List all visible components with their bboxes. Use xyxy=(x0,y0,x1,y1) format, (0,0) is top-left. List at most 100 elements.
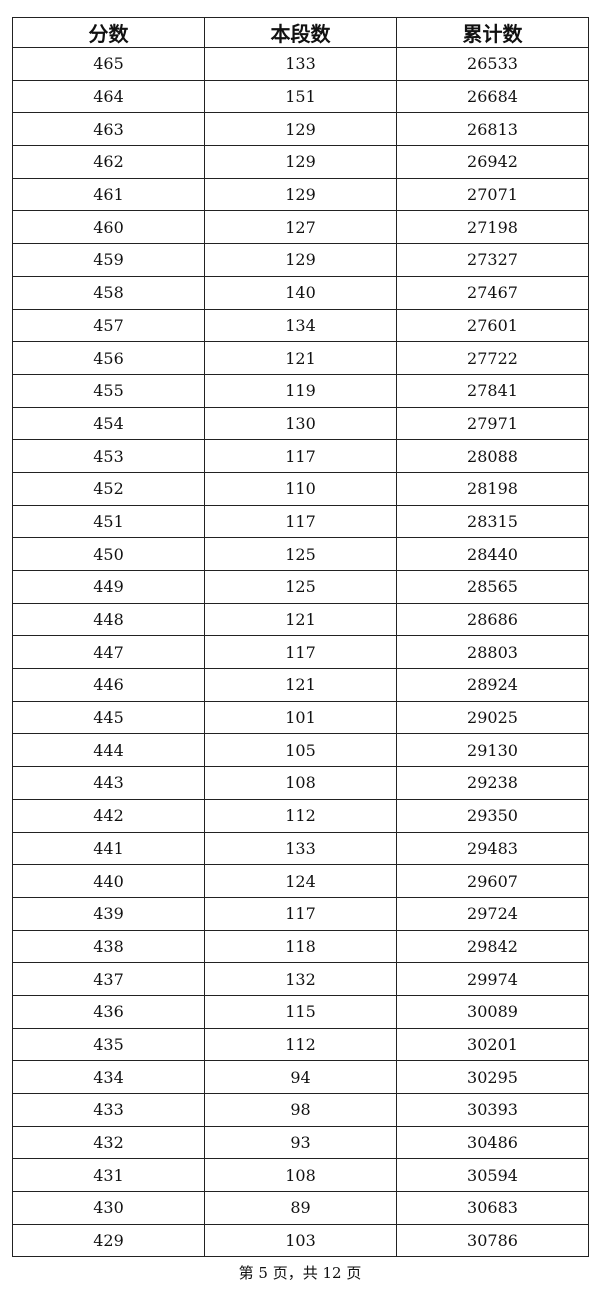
table-row: 456 121 27722 xyxy=(12,341,589,375)
cumulative-count-cell: 26684 xyxy=(396,79,589,114)
cumulative-count-cell: 29025 xyxy=(396,700,589,735)
cumulative-count-cell: 27971 xyxy=(396,406,589,441)
score-cell: 462 xyxy=(12,145,205,179)
score-cell: 447 xyxy=(12,635,205,670)
score-cell: 452 xyxy=(12,471,205,506)
table-row: 442 112 29350 xyxy=(12,798,589,833)
score-cell: 443 xyxy=(12,766,205,800)
score-cell: 432 xyxy=(12,1125,205,1160)
score-cell: 444 xyxy=(12,733,205,768)
score-cell: 455 xyxy=(12,373,205,408)
cumulative-count-cell: 29724 xyxy=(396,896,589,931)
segment-count-cell: 132 xyxy=(204,962,397,996)
segment-count-cell: 133 xyxy=(204,47,397,81)
score-cell: 437 xyxy=(12,962,205,996)
cumulative-count-cell: 30393 xyxy=(396,1093,589,1127)
table-row: 432 93 30486 xyxy=(12,1125,589,1160)
cumulative-count-cell: 28315 xyxy=(396,504,589,539)
score-cell: 451 xyxy=(12,504,205,539)
header-cumulative-count: 累计数 xyxy=(396,17,589,48)
table-row: 444 105 29130 xyxy=(12,733,589,768)
table-row: 452 110 28198 xyxy=(12,471,589,506)
cumulative-count-cell: 29130 xyxy=(396,733,589,768)
score-cell: 439 xyxy=(12,896,205,931)
segment-count-cell: 129 xyxy=(204,112,397,147)
table-row: 453 117 28088 xyxy=(12,439,589,473)
table-row: 441 133 29483 xyxy=(12,831,589,866)
score-cell: 438 xyxy=(12,929,205,964)
score-cell: 465 xyxy=(12,47,205,81)
score-cell: 429 xyxy=(12,1223,205,1258)
cumulative-count-cell: 29607 xyxy=(396,864,589,898)
table-row: 454 130 27971 xyxy=(12,406,589,441)
cumulative-count-cell: 30089 xyxy=(396,994,589,1029)
table-row: 465 133 26533 xyxy=(12,47,589,81)
table-row: 440 124 29607 xyxy=(12,864,589,898)
header-segment-count: 本段数 xyxy=(204,17,397,48)
segment-count-cell: 121 xyxy=(204,341,397,375)
segment-count-cell: 151 xyxy=(204,79,397,114)
segment-count-cell: 129 xyxy=(204,243,397,277)
cumulative-count-cell: 28565 xyxy=(396,570,589,604)
table-row: 438 118 29842 xyxy=(12,929,589,964)
table-row: 463 129 26813 xyxy=(12,112,589,147)
cumulative-count-cell: 28198 xyxy=(396,471,589,506)
segment-count-cell: 118 xyxy=(204,929,397,964)
cumulative-count-cell: 28924 xyxy=(396,668,589,702)
cumulative-count-cell: 27467 xyxy=(396,275,589,310)
score-cell: 454 xyxy=(12,406,205,441)
cumulative-count-cell: 30295 xyxy=(396,1060,589,1094)
cumulative-count-cell: 30201 xyxy=(396,1027,589,1062)
table-row: 455 119 27841 xyxy=(12,373,589,408)
score-cell: 434 xyxy=(12,1060,205,1094)
header-score: 分数 xyxy=(12,17,205,48)
table-row: 439 117 29724 xyxy=(12,896,589,931)
table-row: 443 108 29238 xyxy=(12,766,589,800)
segment-count-cell: 121 xyxy=(204,602,397,637)
score-cell: 453 xyxy=(12,439,205,473)
segment-count-cell: 108 xyxy=(204,766,397,800)
score-table: 分数 本段数 累计数 465 133 26533 464 151 26684 463 129 2… xyxy=(12,17,589,1258)
segment-count-cell: 108 xyxy=(204,1158,397,1193)
cumulative-count-cell: 29238 xyxy=(396,766,589,800)
segment-count-cell: 129 xyxy=(204,145,397,179)
table-row: 459 129 27327 xyxy=(12,243,589,277)
table-row: 460 127 27198 xyxy=(12,210,589,245)
segment-count-cell: 115 xyxy=(204,994,397,1029)
segment-count-cell: 119 xyxy=(204,373,397,408)
cumulative-count-cell: 28803 xyxy=(396,635,589,670)
cumulative-count-cell: 29350 xyxy=(396,798,589,833)
segment-count-cell: 125 xyxy=(204,537,397,571)
segment-count-cell: 105 xyxy=(204,733,397,768)
segment-count-cell: 117 xyxy=(204,635,397,670)
cumulative-count-cell: 28440 xyxy=(396,537,589,571)
score-cell: 442 xyxy=(12,798,205,833)
cumulative-count-cell: 27327 xyxy=(396,243,589,277)
score-cell: 440 xyxy=(12,864,205,898)
segment-count-cell: 101 xyxy=(204,700,397,735)
segment-count-cell: 110 xyxy=(204,471,397,506)
score-cell: 456 xyxy=(12,341,205,375)
score-cell: 464 xyxy=(12,79,205,114)
segment-count-cell: 112 xyxy=(204,798,397,833)
segment-count-cell: 125 xyxy=(204,570,397,604)
table-row: 449 125 28565 xyxy=(12,570,589,604)
segment-count-cell: 98 xyxy=(204,1093,397,1127)
segment-count-cell: 103 xyxy=(204,1223,397,1258)
cumulative-count-cell: 30486 xyxy=(396,1125,589,1160)
score-cell: 446 xyxy=(12,668,205,702)
table-row: 437 132 29974 xyxy=(12,962,589,996)
table-row: 458 140 27467 xyxy=(12,275,589,310)
score-cell: 458 xyxy=(12,275,205,310)
cumulative-count-cell: 27071 xyxy=(396,177,589,212)
score-cell: 459 xyxy=(12,243,205,277)
cumulative-count-cell: 27841 xyxy=(396,373,589,408)
cumulative-count-cell: 27722 xyxy=(396,341,589,375)
score-cell: 445 xyxy=(12,700,205,735)
table-row: 445 101 29025 xyxy=(12,700,589,735)
table-row: 461 129 27071 xyxy=(12,177,589,212)
score-cell: 431 xyxy=(12,1158,205,1193)
segment-count-cell: 117 xyxy=(204,896,397,931)
page-footer: 第 5 页，共 12 页 xyxy=(238,1264,362,1282)
table-row: 435 112 30201 xyxy=(12,1027,589,1062)
